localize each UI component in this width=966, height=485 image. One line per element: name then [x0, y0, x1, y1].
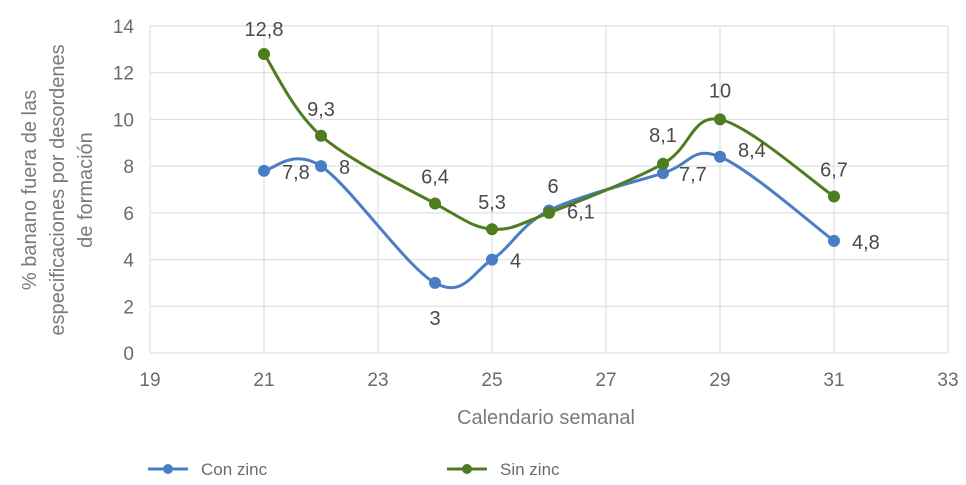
- data-point: [429, 276, 441, 289]
- y-axis-title-line: especificaciones por desordenes: [47, 44, 69, 335]
- x-tick-label: 19: [139, 370, 160, 391]
- legend-marker: [163, 464, 173, 474]
- x-tick-label: 23: [367, 370, 388, 391]
- data-point: [486, 253, 498, 266]
- data-label: 8,1: [649, 125, 677, 147]
- data-labels: 7,8 8 3 4 6,1 7,7 8,4 4,8 12,8 9,3 6,4 5,3 6 8,1 10 6,7: [245, 19, 880, 330]
- data-label: 5,3: [478, 192, 506, 214]
- data-point: [543, 206, 555, 219]
- data-label: 3: [429, 308, 440, 330]
- data-point: [714, 150, 726, 163]
- x-tick-label: 33: [937, 370, 958, 391]
- y-tick-label: 8: [123, 157, 134, 178]
- data-label: 6,1: [567, 202, 595, 224]
- x-tick-label: 21: [253, 370, 274, 391]
- data-label: 12,8: [245, 19, 284, 41]
- data-point: [258, 164, 270, 177]
- legend-label: Sin zinc: [500, 460, 560, 479]
- data-point: [315, 129, 327, 142]
- data-point: [258, 48, 270, 61]
- y-axis-title-line: % banano fuera de las: [19, 90, 41, 290]
- y-axis-title-line: de formación: [75, 132, 97, 248]
- data-label: 6,4: [421, 167, 449, 189]
- x-tick-label: 29: [709, 370, 730, 391]
- x-tick-label: 27: [595, 370, 616, 391]
- legend-marker: [462, 464, 472, 474]
- data-label: 6,7: [820, 160, 848, 182]
- data-label: 7,7: [679, 164, 707, 186]
- y-tick-label: 10: [113, 110, 134, 131]
- data-label: 4: [510, 251, 521, 273]
- y-tick-label: 4: [123, 251, 134, 272]
- y-tick-label: 14: [113, 17, 135, 38]
- axes: 0 2 4 6 8 10 12 14 19 21 23 25 27 29 31 33: [113, 17, 959, 391]
- legend-label: Con zinc: [201, 460, 268, 479]
- data-label: 9,3: [307, 99, 335, 121]
- series: [258, 48, 840, 290]
- data-point: [828, 234, 840, 247]
- data-point: [429, 197, 441, 210]
- y-tick-label: 12: [113, 64, 134, 85]
- y-tick-label: 0: [123, 344, 134, 365]
- y-tick-label: 2: [123, 297, 134, 318]
- data-point: [315, 160, 327, 173]
- x-tick-label: 31: [823, 370, 844, 391]
- legend: Con zinc Sin zinc: [148, 460, 560, 479]
- data-label: 10: [709, 80, 731, 102]
- data-point: [714, 113, 726, 126]
- data-point: [486, 223, 498, 236]
- y-axis-title: % banano fuera de las especificaciones po…: [19, 44, 97, 335]
- data-point: [657, 157, 669, 170]
- data-label: 4,8: [852, 232, 880, 254]
- y-tick-label: 6: [123, 204, 134, 225]
- data-point: [657, 167, 669, 180]
- data-label: 7,8: [282, 162, 310, 184]
- x-tick-label: 25: [481, 370, 502, 391]
- data-point: [828, 190, 840, 203]
- data-label: 8,4: [738, 140, 766, 162]
- data-label: 6: [547, 176, 558, 198]
- data-label: 8: [339, 157, 350, 179]
- x-axis-title: Calendario semanal: [457, 407, 635, 429]
